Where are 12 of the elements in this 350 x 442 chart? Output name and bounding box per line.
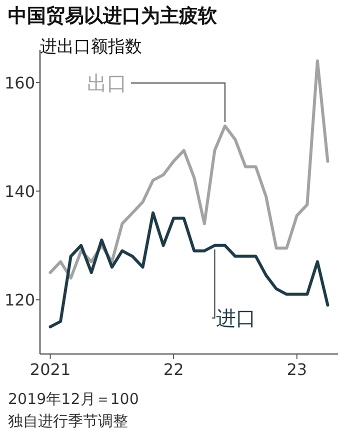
x-tick-label: 23 xyxy=(286,360,308,379)
chart-subtitle: 进出口额指数 xyxy=(40,37,142,57)
text: 2019年12月＝100 xyxy=(8,390,139,408)
x-tick-label: 2021 xyxy=(30,360,71,379)
chart-title: 中国贸易以进口为主疲软 xyxy=(8,5,217,27)
text: 独自进行季节调整 xyxy=(8,412,128,430)
text: 出口 xyxy=(87,71,127,95)
y-tick-label: 120 xyxy=(4,290,35,310)
y-tick-label: 160 xyxy=(4,74,35,93)
y-tick-label: 140 xyxy=(4,182,35,202)
series-label: 进口 xyxy=(216,306,256,330)
x-tick-label: 22 xyxy=(163,360,184,379)
